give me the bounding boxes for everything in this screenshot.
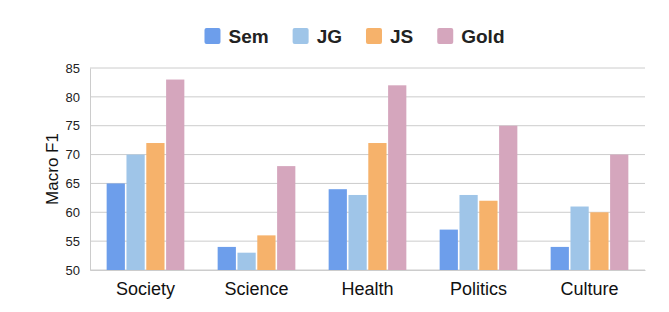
legend-label: JS <box>390 26 413 47</box>
legend-item: JS <box>366 26 413 47</box>
legend-swatch <box>204 28 220 44</box>
legend-label: JG <box>317 26 342 47</box>
y-tick-label: 55 <box>66 234 80 249</box>
x-tick-label: Culture <box>560 279 618 299</box>
bar <box>166 80 184 270</box>
bar <box>368 143 386 270</box>
series <box>146 143 608 270</box>
legend-swatch <box>293 28 309 44</box>
y-tick-label: 75 <box>66 118 80 133</box>
y-tick: 70 <box>66 147 90 162</box>
bar <box>499 126 517 270</box>
y-tick: 80 <box>66 90 90 105</box>
y-tick: 85 <box>66 61 90 76</box>
bar <box>329 189 347 270</box>
x-tick-label: Health <box>341 279 393 299</box>
bar <box>551 247 569 270</box>
y-tick-label: 70 <box>66 147 80 162</box>
series <box>126 155 588 270</box>
y-axis-line <box>90 69 91 271</box>
bar <box>257 235 275 270</box>
legend-label: Gold <box>461 26 504 47</box>
legend-label: Sem <box>228 26 268 47</box>
y-tick-label: 85 <box>66 61 80 76</box>
grid-line <box>90 68 645 69</box>
legend-swatch <box>366 28 382 44</box>
bar <box>107 183 125 270</box>
bar <box>479 201 497 270</box>
bars <box>107 80 629 270</box>
x-tick: Science <box>224 270 288 299</box>
bar <box>570 207 588 270</box>
y-tick-label: 65 <box>66 176 80 191</box>
bar <box>440 230 458 270</box>
bar <box>146 143 164 270</box>
x-tick-label: Politics <box>450 279 507 299</box>
y-tick: 60 <box>66 205 90 220</box>
x-axis-line <box>91 270 646 271</box>
y-tick: 75 <box>66 118 90 133</box>
bar <box>277 166 295 270</box>
y-tick-label: 80 <box>66 90 80 105</box>
legend-item: JG <box>293 26 342 47</box>
y-tick: 65 <box>66 176 90 191</box>
legend: Sem JG JS Gold <box>204 26 504 47</box>
grid <box>90 68 645 270</box>
y-tick-label: 50 <box>66 263 80 278</box>
plot: 50 55 60 65 70 75 80 85 Society Science Health Poli… <box>66 61 646 299</box>
x-tick: Politics <box>450 270 507 299</box>
x-tick: Society <box>116 270 175 299</box>
legend-swatch <box>437 28 453 44</box>
y-tick: 50 <box>66 263 90 278</box>
chart: 50 55 60 65 70 75 80 85 Society Science Health Poli… <box>0 0 669 312</box>
series <box>166 80 628 270</box>
bar <box>126 155 144 270</box>
x-tick-label: Society <box>116 279 175 299</box>
bar <box>610 155 628 270</box>
legend-item: Sem <box>204 26 268 47</box>
x-tick: Culture <box>560 270 618 299</box>
bar <box>218 247 236 270</box>
bar <box>388 85 406 270</box>
bar <box>590 212 608 270</box>
y-axis-title: Macro F1 <box>43 133 62 205</box>
x-tick-label: Science <box>224 279 288 299</box>
y-tick: 55 <box>66 234 90 249</box>
x-tick: Health <box>341 270 393 299</box>
legend-item: Gold <box>437 26 504 47</box>
y-tick-label: 60 <box>66 205 80 220</box>
x-axis: Society Science Health Politics Culture <box>91 270 646 299</box>
bar <box>348 195 366 270</box>
y-axis: 50 55 60 65 70 75 80 85 <box>66 61 91 278</box>
bar <box>459 195 477 270</box>
bar <box>237 253 255 270</box>
